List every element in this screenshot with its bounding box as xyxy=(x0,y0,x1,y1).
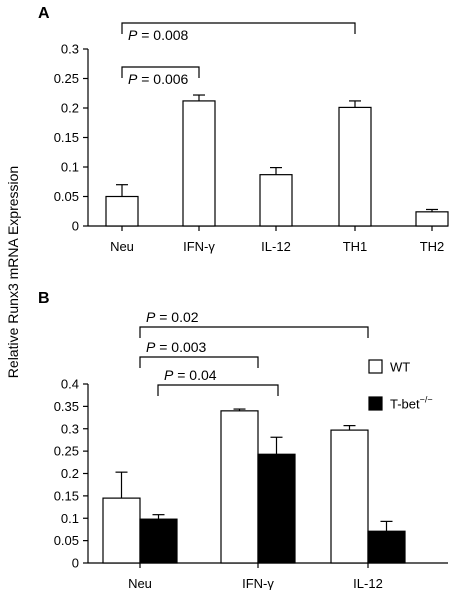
panel-A: A 0 0.05 0.1 0.15 0.2 0.25 0.3 Neu IFN-γ IL-12 TH1 T… xyxy=(38,5,449,254)
panel-b-category-label: Neu xyxy=(128,576,152,590)
panel-a-category-label: TH1 xyxy=(343,239,368,254)
panel-b-bar xyxy=(139,518,178,564)
panel-b-bar xyxy=(220,410,259,564)
panel-a-significance-bracket xyxy=(121,22,356,34)
panel-b-y-tick-label: 0.3 xyxy=(61,421,79,436)
panel-b-y-tick-label: 0.4 xyxy=(61,377,79,392)
panel-b-y-tick-label: 0.15 xyxy=(54,488,79,503)
panel-a-letter: A xyxy=(38,5,50,22)
panel-b-y-tick-label: 0.05 xyxy=(54,533,79,548)
panel-b-legend-label: WT xyxy=(390,360,410,375)
panel-a-y-tick-label: 0 xyxy=(72,219,79,234)
panel-a-bar xyxy=(338,106,372,227)
panel-a-p-symbol: P xyxy=(128,71,138,87)
panel-b-p-value-text: = 0.003 xyxy=(155,339,206,355)
panel-a-p-value-text: = 0.008 xyxy=(137,27,188,43)
panel-a-bar xyxy=(415,211,449,227)
panel-b-bar xyxy=(330,429,369,564)
y-axis-label: Relative Runx3 mRNA Expression xyxy=(5,166,21,378)
panel-b-y-tick-label: 0.25 xyxy=(54,444,79,459)
panel-b-p-value-text: = 0.02 xyxy=(155,309,198,325)
panel-a-y-tick-label: 0.25 xyxy=(54,71,79,86)
panel-b-y-tick-label: 0.2 xyxy=(61,466,79,481)
panel-b-significance-bracket xyxy=(139,356,259,368)
panel-b-y-tick-label: 0.35 xyxy=(54,399,79,414)
panel-b-p-value-label: P = 0.003 xyxy=(146,339,207,355)
panel-b-significance-bracket xyxy=(139,326,369,338)
panel-a-bar xyxy=(259,174,293,227)
panel-b-p-symbol: P xyxy=(146,309,156,325)
panel-a-y-tick-label: 0.1 xyxy=(61,160,79,175)
panel-b-legend-swatch xyxy=(368,359,383,374)
panel-b-bar xyxy=(367,530,406,564)
panel-b-p-value-label: P = 0.02 xyxy=(146,309,199,325)
panel-b-category-label: IL-12 xyxy=(353,576,383,590)
panel-a-p-value-text: = 0.006 xyxy=(137,71,188,87)
panel-a-category-label: IFN-γ xyxy=(183,239,215,254)
panel-b-y-tick-label: 0.1 xyxy=(61,511,79,526)
panel-b-letter: B xyxy=(38,290,50,307)
panel-b-p-symbol: P xyxy=(164,367,174,383)
panel-b-bar xyxy=(102,497,141,564)
panel-b-y-tick-label: 0 xyxy=(72,556,79,571)
panel-a-p-symbol: P xyxy=(128,27,138,43)
panel-b-p-value-label: P = 0.04 xyxy=(164,367,217,383)
panel-b-significance-bracket xyxy=(157,384,279,396)
panel-a-category-label: IL-12 xyxy=(261,239,291,254)
panel-b-legend-superscript: −/− xyxy=(420,395,433,405)
panel-b-p-symbol: P xyxy=(146,339,156,355)
panel-a-category-label: Neu xyxy=(110,239,134,254)
panel-a-bar xyxy=(182,100,216,227)
panel-b-category-label: IFN-γ xyxy=(242,576,274,590)
panel-a-y-tick-label: 0.3 xyxy=(61,42,79,57)
panel-a-category-label: TH2 xyxy=(420,239,445,254)
panel-a-y-tick-label: 0.05 xyxy=(54,189,79,204)
panel-B: B 0 0.05 0.1 0.15 0.2 0.25 0.3 0.35 0.4 Neu IFN-γ IL… xyxy=(38,290,448,591)
panel-a-significance-bracket xyxy=(121,66,200,78)
panel-b-p-value-text: = 0.04 xyxy=(173,367,216,383)
panel-a-y-tick-label: 0.15 xyxy=(54,130,79,145)
panel-a-bar xyxy=(105,195,139,227)
panel-a-p-value-label: P = 0.008 xyxy=(128,27,189,43)
panel-a-y-tick-label: 0.2 xyxy=(61,101,79,116)
panel-b-bar xyxy=(257,453,296,564)
panel-b-legend-name: T-bet xyxy=(390,397,420,412)
panel-b-legend-name: WT xyxy=(390,360,410,375)
panel-a-p-value-label: P = 0.006 xyxy=(128,71,189,87)
panel-b-legend-label: T-bet−/− xyxy=(390,395,433,412)
panel-b-legend-swatch xyxy=(368,396,383,411)
